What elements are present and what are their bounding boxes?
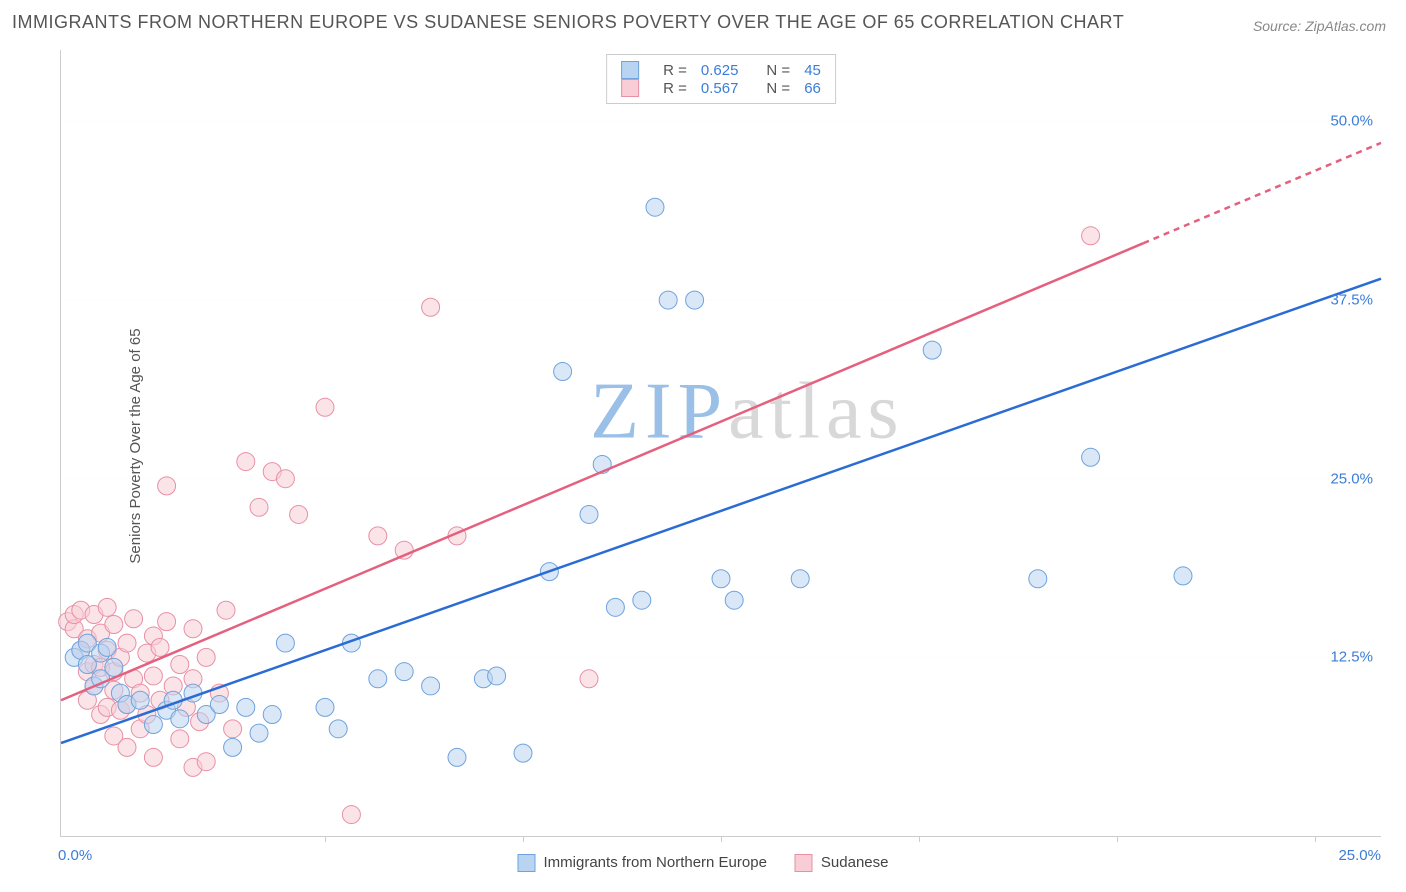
series-legend: Immigrants from Northern Europe Sudanese [518, 854, 889, 872]
data-point [224, 738, 242, 756]
x-tick-mark [325, 836, 326, 842]
data-point [144, 716, 162, 734]
data-point [210, 696, 228, 714]
data-point [125, 610, 143, 628]
data-point [1174, 567, 1192, 585]
legend-swatch [621, 79, 639, 97]
data-point [395, 663, 413, 681]
data-point [369, 527, 387, 545]
data-point [250, 724, 268, 742]
n-value: 66 [804, 80, 821, 97]
data-point [98, 638, 116, 656]
data-point [514, 744, 532, 762]
data-point [329, 720, 347, 738]
data-point [276, 634, 294, 652]
y-tick-label: 37.5% [1330, 292, 1373, 309]
data-point [342, 806, 360, 824]
x-tick-mark [1315, 836, 1316, 842]
regression-line [61, 243, 1143, 700]
r-value: 0.625 [701, 62, 739, 79]
data-point [580, 505, 598, 523]
legend-stat-row: R = 0.567 N = 66 [621, 79, 821, 97]
data-point [725, 591, 743, 609]
data-point [580, 670, 598, 688]
data-point [316, 398, 334, 416]
data-point [250, 498, 268, 516]
data-point [712, 570, 730, 588]
data-point [316, 698, 334, 716]
legend-swatch [518, 854, 536, 872]
data-point [290, 505, 308, 523]
legend-swatch [621, 61, 639, 79]
legend-swatch [795, 854, 813, 872]
plot-area: ZIPatlas R =0.625N =45R =0.567N =66 12.5… [60, 50, 1381, 837]
y-tick-label: 12.5% [1330, 649, 1373, 666]
data-point [1029, 570, 1047, 588]
legend-label: Immigrants from Northern Europe [544, 854, 767, 871]
data-point [646, 198, 664, 216]
legend-item: Immigrants from Northern Europe [518, 854, 767, 872]
x-tick-mark [919, 836, 920, 842]
data-point [686, 291, 704, 309]
data-point [488, 667, 506, 685]
data-point [422, 677, 440, 695]
chart-title: IMMIGRANTS FROM NORTHERN EUROPE VS SUDAN… [12, 12, 1124, 33]
data-point [369, 670, 387, 688]
r-label: R = [663, 80, 687, 97]
data-point [923, 341, 941, 359]
data-point [197, 648, 215, 666]
data-point [1082, 448, 1100, 466]
data-point [606, 598, 624, 616]
chart-svg [61, 50, 1381, 836]
correlation-legend: R = 0.625 N = 45 R = 0.567 N = 66 [606, 54, 836, 104]
y-tick-label: 50.0% [1330, 113, 1373, 130]
legend-label: Sudanese [821, 854, 889, 871]
x-tick-mark [523, 836, 524, 842]
x-axis-origin-label: 0.0% [58, 847, 92, 864]
x-tick-mark [1117, 836, 1118, 842]
r-label: R = [663, 62, 687, 79]
data-point [118, 634, 136, 652]
x-tick-mark [721, 836, 722, 842]
data-point [1082, 227, 1100, 245]
data-point [171, 710, 189, 728]
data-point [276, 470, 294, 488]
data-point [171, 656, 189, 674]
legend-item: Sudanese [795, 854, 889, 872]
data-point [98, 598, 116, 616]
data-point [197, 753, 215, 771]
data-point [422, 298, 440, 316]
data-point [659, 291, 677, 309]
data-point [158, 613, 176, 631]
data-point [105, 616, 123, 634]
data-point [151, 638, 169, 656]
data-point [633, 591, 651, 609]
data-point [554, 363, 572, 381]
r-value: 0.567 [701, 80, 739, 97]
data-point [791, 570, 809, 588]
data-point [144, 748, 162, 766]
data-point [171, 730, 189, 748]
n-value: 45 [804, 62, 821, 79]
data-point [224, 720, 242, 738]
n-label: N = [766, 62, 790, 79]
data-point [144, 667, 162, 685]
x-axis-max-label: 25.0% [1338, 847, 1381, 864]
regression-line-dashed [1143, 143, 1381, 243]
y-tick-label: 25.0% [1330, 470, 1373, 487]
data-point [158, 477, 176, 495]
n-label: N = [766, 80, 790, 97]
data-point [263, 706, 281, 724]
data-point [217, 601, 235, 619]
data-point [131, 691, 149, 709]
data-point [105, 658, 123, 676]
legend-stat-row: R = 0.625 N = 45 [621, 61, 821, 79]
data-point [184, 620, 202, 638]
data-point [118, 738, 136, 756]
data-point [237, 453, 255, 471]
data-point [237, 698, 255, 716]
data-point [448, 748, 466, 766]
source-attribution: Source: ZipAtlas.com [1253, 18, 1386, 34]
